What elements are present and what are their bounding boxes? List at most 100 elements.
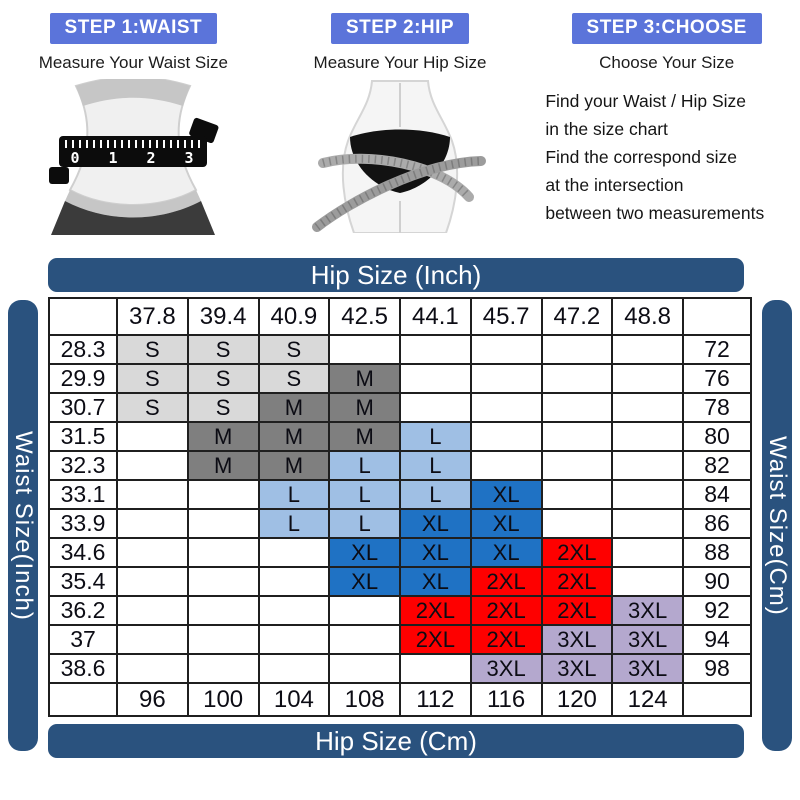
size-cell-empty bbox=[186, 624, 260, 655]
tape-number-2: 2 bbox=[147, 149, 156, 167]
table-row: 33.9 L L XL XL 86 bbox=[48, 508, 752, 539]
waist-measure-illustration: 0 1 2 3 bbox=[0, 76, 267, 240]
size-cell-M: M bbox=[328, 421, 401, 452]
size-cell-L: L bbox=[328, 450, 401, 481]
size-cell-XL: XL bbox=[399, 566, 472, 597]
size-table-body: 28.3 S S S 72 29.9 S S S M 76 30.7 S S M M 78 31.5 M M M L 80 3… bbox=[48, 334, 752, 684]
hip-cm-value: 120 bbox=[540, 682, 614, 717]
size-cell-empty bbox=[116, 595, 189, 626]
size-cell-empty bbox=[116, 566, 189, 597]
size-cell-S: S bbox=[186, 392, 260, 423]
size-cell-3XL: 3XL bbox=[540, 624, 614, 655]
hip-inch-value: 40.9 bbox=[257, 297, 331, 336]
size-cell-empty bbox=[257, 595, 331, 626]
size-cell-empty bbox=[399, 653, 472, 684]
size-cell-empty bbox=[328, 624, 401, 655]
size-cell-empty bbox=[611, 363, 684, 394]
tape-number-3: 3 bbox=[185, 149, 194, 167]
size-cell-empty bbox=[540, 450, 614, 481]
waist-cm-value: 86 bbox=[682, 508, 752, 539]
tape-number-0: 0 bbox=[71, 149, 80, 167]
size-cell-2XL: 2XL bbox=[540, 537, 614, 568]
size-cell-empty bbox=[116, 421, 189, 452]
corner-cell bbox=[682, 297, 752, 336]
size-cell-empty bbox=[116, 450, 189, 481]
size-cell-empty bbox=[116, 653, 189, 684]
size-cell-S: S bbox=[186, 334, 260, 365]
size-cell-empty bbox=[611, 421, 684, 452]
size-cell-L: L bbox=[328, 508, 401, 539]
size-cell-empty bbox=[257, 624, 331, 655]
hip-inch-value: 44.1 bbox=[399, 297, 472, 336]
size-cell-S: S bbox=[116, 363, 189, 394]
size-cell-M: M bbox=[257, 450, 331, 481]
size-cell-empty bbox=[399, 363, 472, 394]
size-cell-empty bbox=[186, 508, 260, 539]
size-cell-M: M bbox=[257, 392, 331, 423]
size-cell-empty bbox=[257, 653, 331, 684]
size-cell-empty bbox=[611, 392, 684, 423]
size-cell-empty bbox=[328, 653, 401, 684]
size-cell-XL: XL bbox=[469, 508, 543, 539]
steps-section: STEP 1:WAIST Measure Your Waist Size bbox=[0, 0, 800, 252]
size-cell-2XL: 2XL bbox=[469, 566, 543, 597]
size-cell-L: L bbox=[399, 421, 472, 452]
hip-measure-illustration bbox=[267, 79, 534, 238]
size-cell-empty bbox=[611, 334, 684, 365]
size-cell-3XL: 3XL bbox=[611, 653, 684, 684]
size-cell-empty bbox=[399, 392, 472, 423]
waist-inch-value: 37 bbox=[48, 624, 118, 655]
hip-cm-value: 100 bbox=[186, 682, 260, 717]
waist-cm-value: 82 bbox=[682, 450, 752, 481]
size-cell-empty bbox=[116, 479, 189, 510]
size-cell-empty bbox=[469, 363, 543, 394]
step-3-badge: STEP 3:CHOOSE bbox=[571, 13, 762, 44]
waist-cm-value: 88 bbox=[682, 537, 752, 568]
size-cell-2XL: 2XL bbox=[540, 595, 614, 626]
hip-cm-value: 116 bbox=[469, 682, 543, 717]
instruction-line: between two measurements bbox=[545, 203, 765, 223]
waist-cm-value: 76 bbox=[682, 363, 752, 394]
corner-cell bbox=[682, 682, 752, 717]
size-table: 37.8 39.4 40.9 42.5 44.1 45.7 47.2 48.8 28.3 S S S… bbox=[48, 297, 752, 717]
step-1-badge: STEP 1:WAIST bbox=[49, 13, 218, 44]
corner-cell bbox=[48, 682, 118, 717]
hip-inch-value: 42.5 bbox=[328, 297, 401, 336]
hip-inch-value: 48.8 bbox=[611, 297, 684, 336]
size-cell-XL: XL bbox=[328, 537, 401, 568]
size-cell-empty bbox=[540, 508, 614, 539]
step-3-subtitle: Choose Your Size bbox=[599, 53, 735, 72]
size-cell-M: M bbox=[257, 421, 331, 452]
size-cell-3XL: 3XL bbox=[611, 595, 684, 626]
waist-cm-axis-label: Waist Size(Cm) bbox=[764, 435, 791, 616]
size-cell-empty bbox=[540, 392, 614, 423]
size-cell-3XL: 3XL bbox=[469, 653, 543, 684]
choose-size-instructions: Find your Waist / Hip Size in the size c… bbox=[533, 73, 800, 227]
waist-inch-value: 30.7 bbox=[48, 392, 118, 423]
size-cell-empty bbox=[116, 537, 189, 568]
tape-number-1: 1 bbox=[109, 149, 118, 167]
size-cell-empty bbox=[257, 566, 331, 597]
waist-cm-value: 78 bbox=[682, 392, 752, 423]
size-cell-XL: XL bbox=[399, 537, 472, 568]
size-cell-2XL: 2XL bbox=[469, 624, 543, 655]
size-cell-empty bbox=[611, 537, 684, 568]
waist-inch-value: 36.2 bbox=[48, 595, 118, 626]
size-cell-empty bbox=[399, 334, 472, 365]
step-3: STEP 3:CHOOSE Choose Your Size Find your… bbox=[533, 0, 800, 252]
size-cell-L: L bbox=[399, 450, 472, 481]
waist-cm-value: 94 bbox=[682, 624, 752, 655]
size-cell-empty bbox=[257, 537, 331, 568]
size-cell-3XL: 3XL bbox=[611, 624, 684, 655]
hip-cm-value: 104 bbox=[257, 682, 331, 717]
hip-cm-value: 112 bbox=[399, 682, 472, 717]
size-cell-empty bbox=[540, 334, 614, 365]
size-cell-3XL: 3XL bbox=[540, 653, 614, 684]
size-cell-empty bbox=[611, 566, 684, 597]
size-cell-XL: XL bbox=[399, 508, 472, 539]
size-cell-S: S bbox=[116, 392, 189, 423]
instruction-line: in the size chart bbox=[545, 119, 668, 139]
size-cell-2XL: 2XL bbox=[399, 624, 472, 655]
table-row: 37 2XL 2XL 3XL 3XL 94 bbox=[48, 624, 752, 655]
